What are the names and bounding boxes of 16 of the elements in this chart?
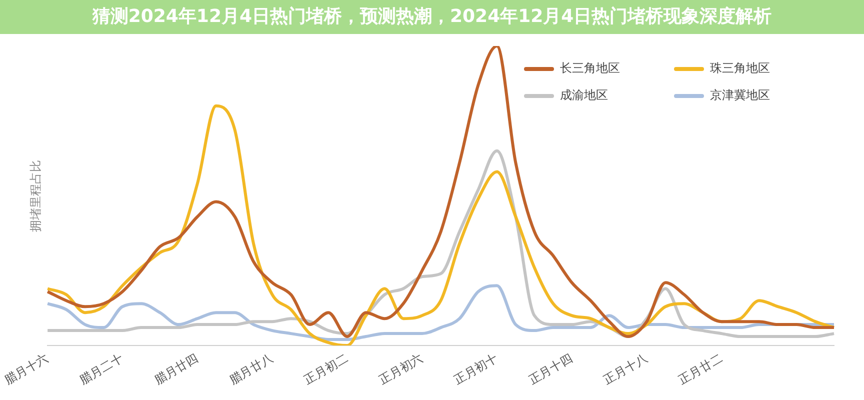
x-tick-label: 腊月二十: [76, 350, 126, 388]
legend-label: 成渝地区: [560, 87, 608, 104]
legend-label: 珠三角地区: [710, 60, 770, 77]
x-tick-label: 正月廿二: [676, 350, 725, 388]
x-tick-label: 腊月十六: [2, 350, 51, 388]
y-axis-title: 拥堵里程占比: [28, 160, 42, 232]
chart-title: 猜测2024年12月4日热门堵桥，预测热潮，2024年12月4日热门堵桥现象深度解析: [0, 0, 864, 34]
legend-label: 长三角地区: [560, 60, 620, 77]
legend-label: 京津冀地区: [710, 87, 770, 104]
x-tick-label: 正月十四: [526, 350, 575, 388]
x-tick-label: 正月初十: [451, 350, 500, 388]
x-tick-label: 正月十八: [601, 350, 650, 388]
x-tick-label: 腊月廿八: [226, 350, 276, 388]
x-tick-label: 腊月廿四: [152, 350, 200, 388]
x-tick-label: 正月初二: [302, 350, 350, 388]
x-tick-label: 正月初六: [376, 350, 426, 388]
